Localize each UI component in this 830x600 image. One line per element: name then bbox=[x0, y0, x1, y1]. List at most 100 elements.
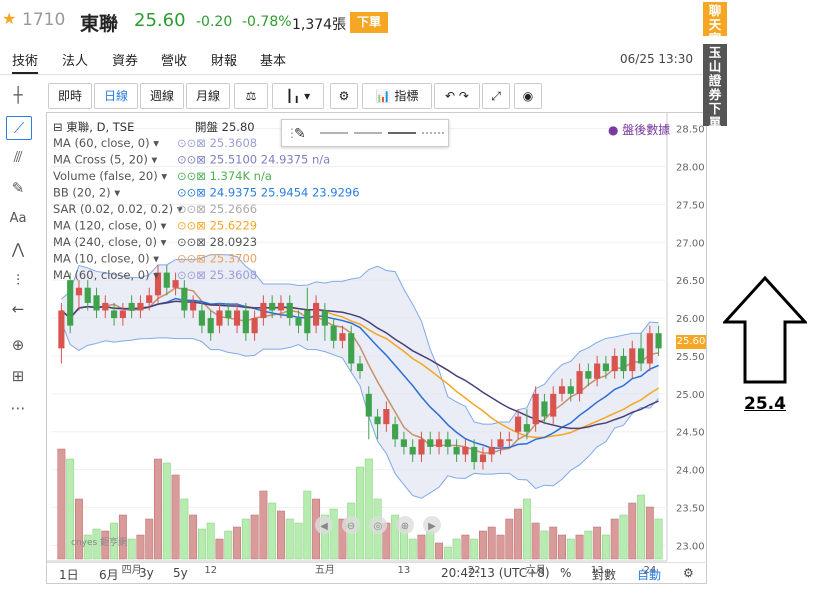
fork-icon[interactable]: ⫻ bbox=[13, 148, 23, 166]
broker-order-tab[interactable]: 玉山證券下單 bbox=[703, 44, 727, 130]
range-1d[interactable]: 1日 bbox=[59, 568, 79, 582]
tab-margin[interactable]: 資券 bbox=[112, 54, 139, 69]
order-button[interactable]: 下單 bbox=[350, 12, 388, 33]
candle-body bbox=[119, 310, 126, 319]
post-market-link[interactable]: ● 盤後數據 bbox=[608, 123, 671, 137]
candle-body bbox=[198, 310, 205, 326]
volume-bar bbox=[593, 526, 602, 560]
candle-body bbox=[330, 325, 337, 341]
settings-gear-icon[interactable]: ⚙ bbox=[330, 83, 358, 109]
indicator-label: MA (60, close, 0) ▾ bbox=[53, 268, 159, 282]
candle-body bbox=[356, 363, 364, 372]
volume-bar bbox=[601, 534, 610, 560]
log-toggle[interactable]: 對數 bbox=[592, 568, 617, 582]
daily-button[interactable]: 日線 bbox=[94, 83, 138, 109]
tab-basic[interactable]: 基本 bbox=[260, 54, 287, 69]
volume-bar bbox=[435, 542, 443, 560]
indicators-label: 指標 bbox=[394, 89, 419, 103]
brush-icon[interactable]: ✎ bbox=[11, 179, 25, 197]
indicator-label: BB (20, 2) ▾ bbox=[53, 186, 120, 200]
volume-bar bbox=[487, 526, 496, 560]
y-tick-label: 27.00 bbox=[676, 238, 705, 249]
volume-bar bbox=[470, 538, 479, 560]
volume-bar bbox=[101, 530, 110, 560]
range-3y[interactable]: 3y bbox=[139, 566, 154, 580]
zoom-control-button bbox=[342, 516, 360, 534]
annotation-value: 25.4 bbox=[744, 394, 786, 414]
candle-body bbox=[585, 371, 592, 379]
compare-icon[interactable]: ⚖ bbox=[234, 83, 268, 109]
tab-financials[interactable]: 財報 bbox=[211, 54, 238, 69]
x-tick-label: 13 bbox=[398, 565, 411, 576]
svg-text:⋮: ⋮ bbox=[286, 126, 298, 140]
percent-toggle[interactable]: % bbox=[560, 566, 572, 580]
candle-body bbox=[216, 310, 223, 326]
range-6m[interactable]: 6月 bbox=[99, 568, 119, 582]
candle-body bbox=[111, 310, 118, 319]
indicators-button[interactable]: 📊 指標 bbox=[362, 83, 432, 109]
zoom-icon[interactable]: ⊕ bbox=[11, 336, 25, 354]
candle-body bbox=[295, 318, 302, 326]
line-style-options[interactable]: ⋮ ✎ bbox=[282, 120, 448, 146]
crosshair-icon[interactable]: ┼ bbox=[13, 86, 23, 104]
zoom-control-button bbox=[315, 516, 333, 534]
arrow-left-icon[interactable]: ← bbox=[11, 300, 25, 318]
candle-body bbox=[620, 355, 627, 372]
candle-body bbox=[321, 310, 328, 326]
chat-room-tab[interactable]: 聊天室 bbox=[703, 2, 727, 46]
measure-icon[interactable]: ⊞ bbox=[11, 367, 25, 385]
pattern-icon[interactable]: ⋀ bbox=[11, 240, 25, 258]
tab-institutional[interactable]: 法人 bbox=[62, 54, 89, 69]
candle-body bbox=[75, 287, 83, 296]
volume-bar bbox=[268, 502, 277, 560]
text-icon[interactable]: Aa bbox=[9, 211, 27, 226]
candle-body bbox=[374, 416, 381, 425]
line-style-toolbar: ⋮ ✎ bbox=[281, 119, 449, 147]
y-tick-label: 23.50 bbox=[676, 504, 705, 515]
indicator-values: ⊙⊙⊠ 25.3700 bbox=[177, 252, 257, 266]
camera-icon[interactable]: ◉ bbox=[514, 83, 542, 109]
y-tick-label: 28.00 bbox=[676, 162, 705, 173]
chart-area[interactable]: 28.50 28.00 27.50 27.00 26.50 26.00 25.50 25.00… bbox=[46, 112, 707, 584]
fib-icon[interactable]: ⫶ bbox=[16, 271, 20, 289]
undo-redo-icon[interactable]: ↶ ↷ bbox=[434, 83, 480, 109]
indicator-values: ⊙⊙⊠ 24.9375 25.9454 23.9296 bbox=[177, 186, 360, 200]
footer-settings-icon[interactable]: ⚙ bbox=[683, 566, 694, 580]
range-5y[interactable]: 5y bbox=[173, 566, 188, 580]
volume-bar bbox=[479, 530, 487, 560]
x-tick-label: 22 bbox=[468, 565, 481, 576]
candle-body bbox=[286, 302, 293, 319]
volume-bar bbox=[180, 498, 189, 560]
volume-bar bbox=[57, 448, 66, 560]
monthly-button[interactable]: 月線 bbox=[186, 83, 230, 109]
favorite-star-icon[interactable]: ★ bbox=[2, 9, 17, 28]
volume-bar bbox=[654, 518, 663, 560]
weekly-button[interactable]: 週線 bbox=[140, 83, 184, 109]
watermark-logo: cnyes 鉅亨網 bbox=[71, 536, 127, 548]
price-chart[interactable]: 28.50 28.00 27.50 27.00 26.50 26.00 25.50 25.00… bbox=[47, 113, 706, 583]
volume-bar bbox=[83, 534, 92, 560]
volume-bar bbox=[391, 514, 400, 560]
tab-revenue[interactable]: 營收 bbox=[161, 54, 188, 69]
intraday-button[interactable]: 即時 bbox=[48, 83, 92, 109]
zoom-control-icon: ⊕ bbox=[401, 521, 409, 532]
auto-toggle[interactable]: 自動 bbox=[637, 568, 662, 582]
candle-body bbox=[146, 295, 153, 303]
tab-technical[interactable]: 技術 bbox=[12, 50, 39, 74]
trendline-icon[interactable]: ⟋ bbox=[6, 116, 32, 140]
candle-body bbox=[602, 363, 609, 372]
volume-bar bbox=[575, 534, 584, 560]
indicator-values: ⊙⊙⊠ 25.6229 bbox=[177, 219, 257, 233]
volume-bar bbox=[619, 514, 628, 560]
candle-body bbox=[67, 280, 74, 326]
chart-type-icon[interactable]: ┃╻ ▾ bbox=[272, 83, 324, 109]
fullscreen-icon[interactable]: ⤢ bbox=[482, 83, 510, 109]
zoom-control-icon: ⊖ bbox=[347, 521, 355, 532]
candle-body bbox=[629, 348, 636, 372]
x-tick-label: 六月 bbox=[526, 564, 546, 576]
volume-bar bbox=[496, 534, 505, 560]
candle-body bbox=[611, 355, 618, 372]
more-icon[interactable]: ⋯ bbox=[10, 399, 26, 417]
volume-bar bbox=[461, 534, 470, 560]
volume-bar bbox=[514, 508, 523, 560]
